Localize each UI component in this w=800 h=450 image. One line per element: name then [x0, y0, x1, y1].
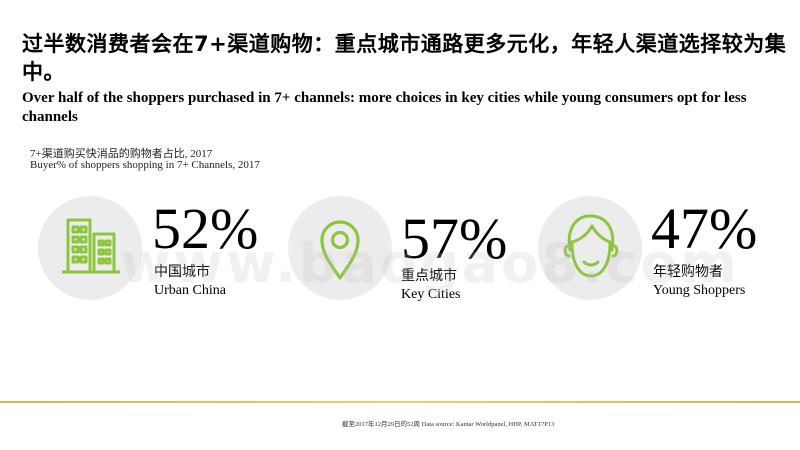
chart-subtitle-en: Buyer% of shoppers shopping in 7+ Channe…: [30, 159, 260, 171]
map-pin-icon-circle: [288, 196, 392, 300]
stat-label-zh: 中国城市: [154, 265, 210, 280]
stat-label-en: Key Cities: [401, 287, 461, 302]
chart-subtitle-zh: 7+渠道购买快消品的购物者占比, 2017: [30, 148, 213, 160]
stat-value: 47%: [651, 196, 758, 261]
page-title-zh: 过半数消费者会在7+渠道购物：重点城市通路更多元化，年轻人渠道选择较为集中。: [22, 32, 787, 84]
stat-value: 52%: [152, 196, 259, 261]
young-person-icon-circle: [538, 196, 642, 300]
stat-value: 57%: [401, 206, 508, 271]
map-pin-icon: [320, 220, 360, 280]
stat-label-en: Young Shoppers: [653, 283, 746, 298]
buildings-icon: [62, 218, 120, 274]
footer-divider: [0, 401, 800, 403]
stat-label-zh: 重点城市: [401, 269, 457, 284]
footnote-source: 截至2017年12月29日的52周 Data source: Kantar Wo…: [342, 421, 555, 428]
stat-label-en: Urban China: [154, 283, 226, 298]
young-person-icon: [563, 214, 619, 278]
stat-label-zh: 年轻购物者: [653, 265, 723, 280]
buildings-icon-circle: [38, 196, 142, 300]
page-title-en: Over half of the shoppers purchased in 7…: [22, 90, 747, 125]
